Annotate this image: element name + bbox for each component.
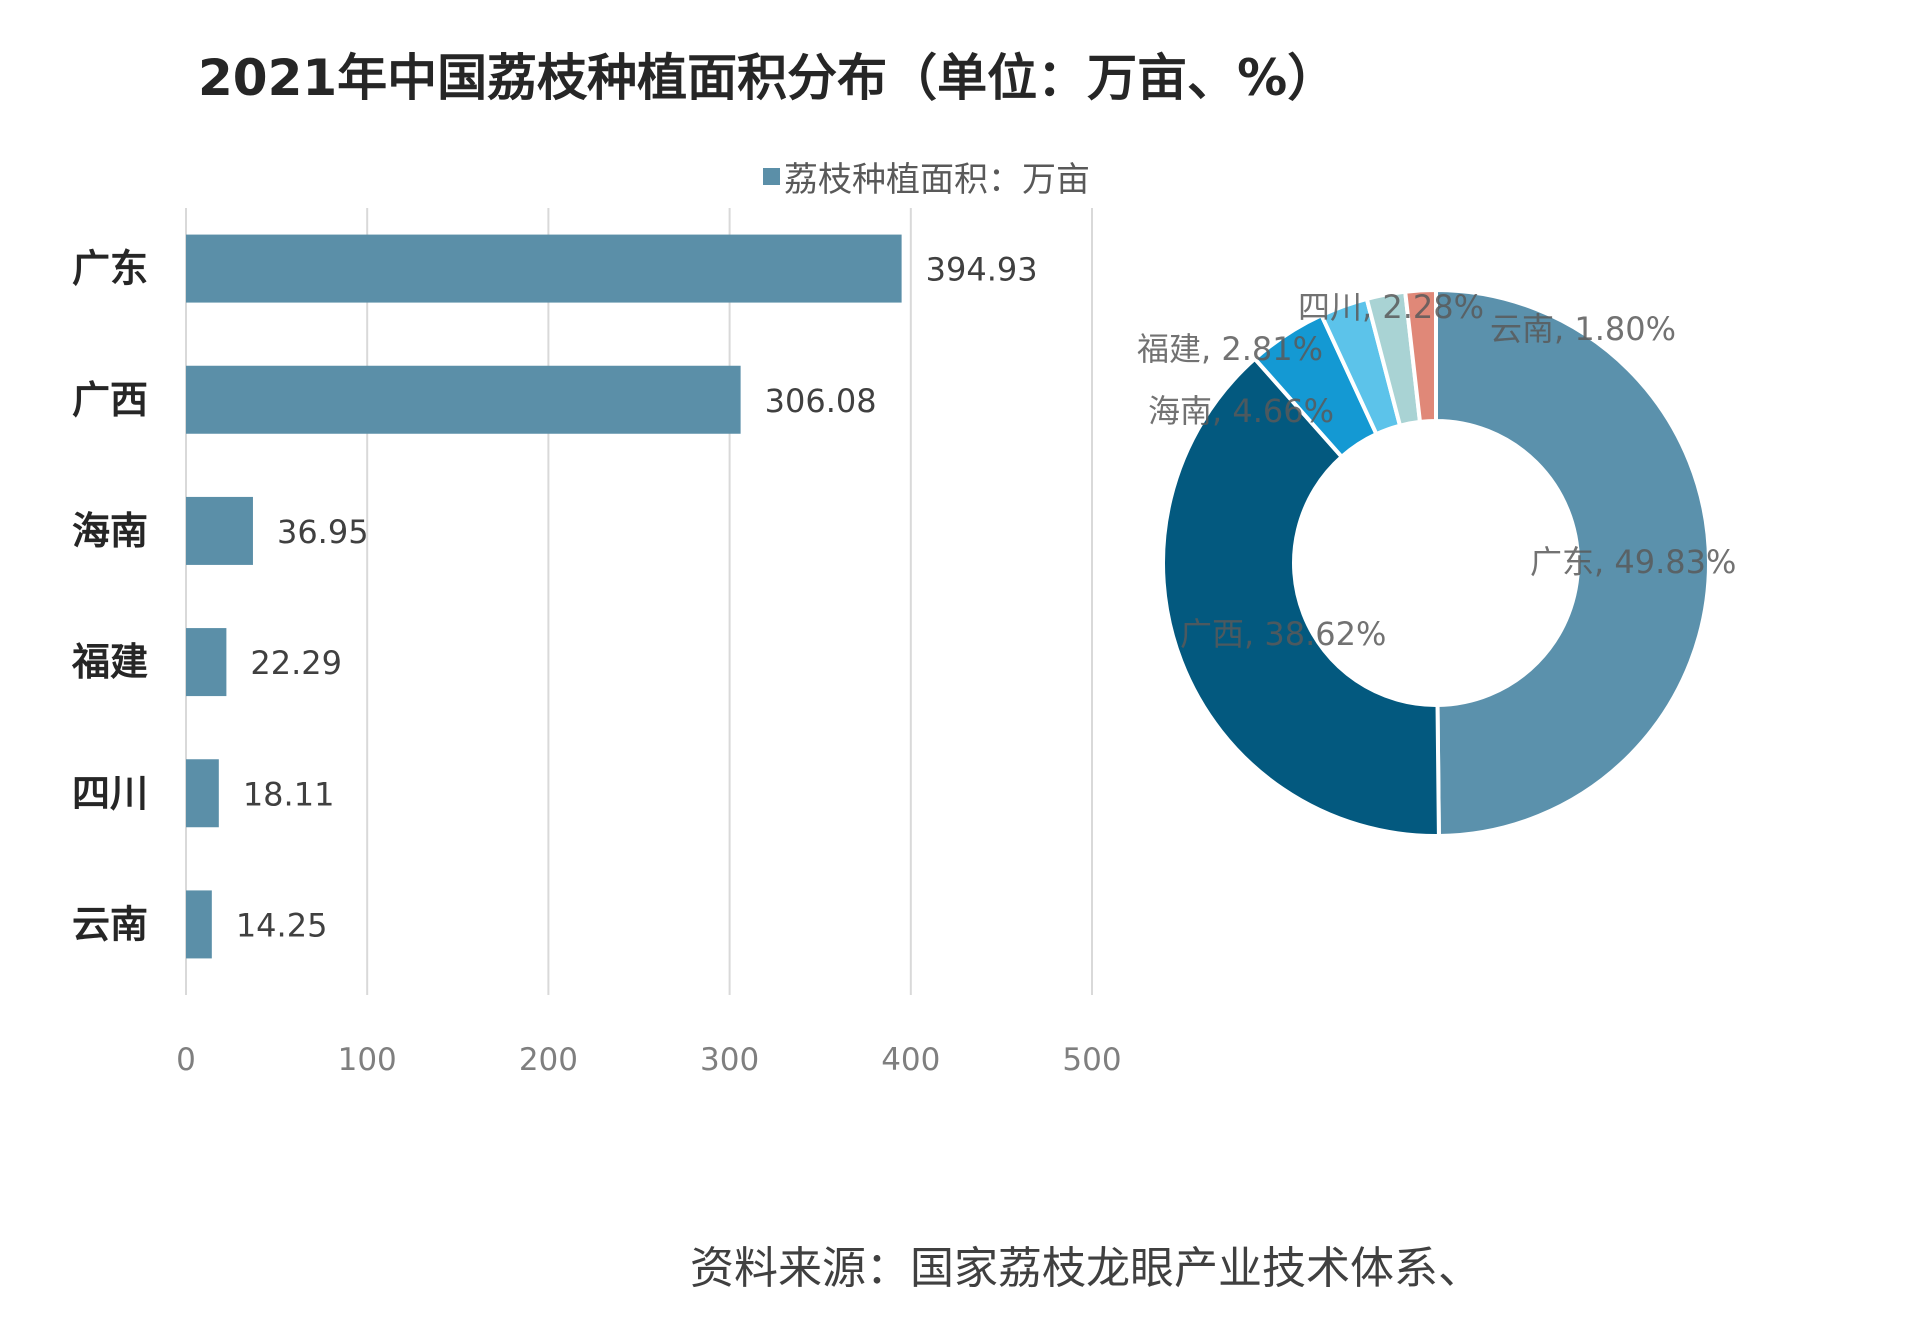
data-label: 22.29 [250,644,342,682]
data-label: 14.25 [236,906,328,944]
x-tick-label: 100 [338,1042,397,1078]
x-tick-label: 200 [519,1042,578,1078]
category-label: 福建 [71,640,148,684]
data-label: 306.08 [765,382,877,420]
bar-云南 [186,890,212,959]
chart-title: 2021年中国荔枝种植面积分布（单位：万亩、%） [198,49,1338,107]
x-tick-label: 400 [881,1042,940,1078]
category-label: 广东 [72,247,148,291]
donut-label: 四川, 2.28% [1298,288,1484,326]
donut-label: 云南, 1.80% [1490,310,1676,348]
legend-label: 荔枝种植面积：万亩 [784,160,1090,200]
bar-四川 [186,759,219,828]
legend-swatch [763,168,780,185]
x-tick-label: 500 [1062,1042,1121,1078]
donut-slice-云南 [1402,287,1438,425]
data-label: 394.93 [926,251,1038,289]
legend: 荔枝种植面积：万亩 [763,152,1090,201]
category-label: 四川 [72,771,148,815]
bar-福建 [186,628,227,697]
data-label: 36.95 [277,513,369,551]
category-label: 海南 [72,509,148,553]
x-tick-label: 0 [176,1042,196,1078]
bar-广西 [186,365,741,434]
donut-slice-广西 [1161,355,1441,838]
bar-广东 [186,234,902,303]
donut-label: 广东, 49.83% [1530,543,1736,581]
category-label: 广西 [72,378,148,422]
data-label: 18.11 [243,775,335,813]
donut-label: 福建, 2.81% [1137,330,1323,368]
x-tick-label: 300 [700,1042,759,1078]
source-note: 资料来源：国家荔枝龙眼产业技术体系、 [690,1243,1482,1294]
bar-海南 [186,496,253,565]
donut-label: 广西, 38.62% [1180,615,1386,653]
donut-label: 海南, 4.66% [1148,392,1334,430]
category-label: 云南 [72,902,148,946]
donut-slice-广东 [1434,287,1711,839]
